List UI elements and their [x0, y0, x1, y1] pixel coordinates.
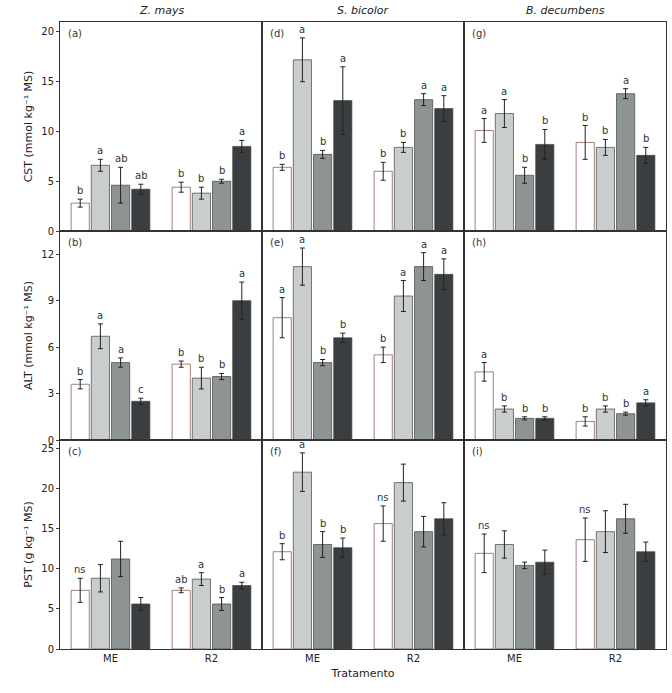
svg-text:a: a — [501, 86, 507, 97]
svg-text:b: b — [340, 319, 346, 330]
svg-text:b: b — [320, 518, 326, 529]
svg-text:B. decumbens: B. decumbens — [526, 4, 605, 17]
svg-text:b: b — [279, 530, 285, 541]
svg-text:a: a — [441, 245, 447, 256]
svg-text:b: b — [380, 148, 386, 159]
svg-text:20: 20 — [41, 26, 54, 37]
svg-text:b: b — [602, 125, 608, 136]
svg-text:a: a — [340, 53, 346, 64]
svg-text:b: b — [178, 347, 184, 358]
svg-text:b: b — [320, 136, 326, 147]
svg-text:15: 15 — [41, 76, 54, 87]
svg-text:b: b — [623, 398, 629, 409]
svg-text:(f): (f) — [270, 446, 281, 457]
svg-text:b: b — [198, 353, 204, 364]
svg-text:b: b — [542, 403, 548, 414]
svg-text:ns: ns — [377, 492, 389, 503]
svg-text:b: b — [380, 333, 386, 344]
svg-text:5: 5 — [48, 603, 54, 614]
svg-text:ALT (mmol kg⁻¹ MS): ALT (mmol kg⁻¹ MS) — [22, 281, 35, 390]
svg-text:b: b — [522, 153, 528, 164]
svg-text:a: a — [118, 344, 124, 355]
svg-text:15: 15 — [41, 523, 54, 534]
svg-text:a: a — [279, 284, 285, 295]
svg-text:ns: ns — [478, 520, 490, 531]
svg-text:b: b — [602, 392, 608, 403]
svg-text:b: b — [522, 403, 528, 414]
svg-text:b: b — [219, 165, 225, 176]
svg-text:3: 3 — [48, 388, 54, 399]
svg-text:a: a — [97, 145, 103, 156]
svg-text:(g): (g) — [472, 28, 486, 39]
svg-text:ab: ab — [115, 153, 127, 164]
svg-text:0: 0 — [48, 644, 54, 655]
svg-text:12: 12 — [41, 249, 54, 260]
svg-text:b: b — [279, 150, 285, 161]
svg-text:b: b — [582, 403, 588, 414]
svg-text:a: a — [239, 568, 245, 579]
svg-text:R2: R2 — [609, 653, 622, 664]
svg-text:a: a — [239, 268, 245, 279]
svg-text:ME: ME — [103, 653, 118, 664]
svg-text:b: b — [501, 392, 507, 403]
svg-text:a: a — [97, 310, 103, 321]
svg-text:c: c — [138, 384, 144, 395]
svg-text:b: b — [340, 524, 346, 535]
svg-text:a: a — [299, 24, 305, 35]
svg-text:(d): (d) — [270, 28, 284, 39]
svg-text:b: b — [219, 584, 225, 595]
svg-text:a: a — [299, 234, 305, 245]
svg-text:b: b — [320, 345, 326, 356]
svg-text:ns: ns — [74, 564, 86, 575]
svg-text:(b): (b) — [68, 237, 82, 248]
svg-text:a: a — [441, 82, 447, 93]
svg-text:S. bicolor: S. bicolor — [337, 4, 390, 17]
svg-text:10: 10 — [41, 126, 54, 137]
svg-text:b: b — [77, 366, 83, 377]
svg-text:(e): (e) — [270, 237, 284, 248]
svg-text:a: a — [481, 105, 487, 116]
svg-text:0: 0 — [48, 435, 54, 446]
svg-text:Tratamento: Tratamento — [331, 667, 395, 680]
svg-text:b: b — [77, 185, 83, 196]
svg-text:ab: ab — [135, 170, 147, 181]
svg-text:a: a — [198, 559, 204, 570]
svg-text:0: 0 — [48, 226, 54, 237]
svg-text:10: 10 — [41, 563, 54, 574]
svg-text:a: a — [299, 439, 305, 450]
svg-text:R2: R2 — [205, 653, 218, 664]
svg-text:a: a — [421, 239, 427, 250]
svg-text:b: b — [198, 173, 204, 184]
svg-text:CST (mmol kg⁻¹ MS): CST (mmol kg⁻¹ MS) — [22, 71, 35, 183]
svg-text:a: a — [239, 126, 245, 137]
svg-text:b: b — [542, 115, 548, 126]
svg-text:R2: R2 — [407, 653, 420, 664]
svg-text:a: a — [421, 80, 427, 91]
svg-text:6: 6 — [48, 342, 54, 353]
svg-text:(h): (h) — [472, 237, 486, 248]
svg-text:b: b — [582, 112, 588, 123]
svg-text:(c): (c) — [68, 446, 81, 457]
svg-text:b: b — [400, 128, 406, 139]
svg-text:(i): (i) — [472, 446, 483, 457]
svg-text:ME: ME — [305, 653, 320, 664]
svg-text:Z. mays: Z. mays — [139, 4, 184, 17]
svg-text:ME: ME — [507, 653, 522, 664]
svg-text:(a): (a) — [68, 28, 82, 39]
svg-text:5: 5 — [48, 176, 54, 187]
svg-text:ns: ns — [579, 504, 591, 515]
svg-text:9: 9 — [48, 295, 54, 306]
svg-text:PST (g kg⁻¹ MS): PST (g kg⁻¹ MS) — [22, 501, 35, 587]
svg-text:20: 20 — [41, 483, 54, 494]
svg-text:a: a — [643, 386, 649, 397]
svg-text:b: b — [178, 168, 184, 179]
svg-text:a: a — [623, 75, 629, 86]
svg-text:a: a — [481, 349, 487, 360]
svg-text:ab: ab — [175, 574, 187, 585]
svg-text:b: b — [219, 359, 225, 370]
svg-text:b: b — [643, 133, 649, 144]
svg-text:a: a — [400, 267, 406, 278]
svg-text:25: 25 — [41, 443, 54, 454]
